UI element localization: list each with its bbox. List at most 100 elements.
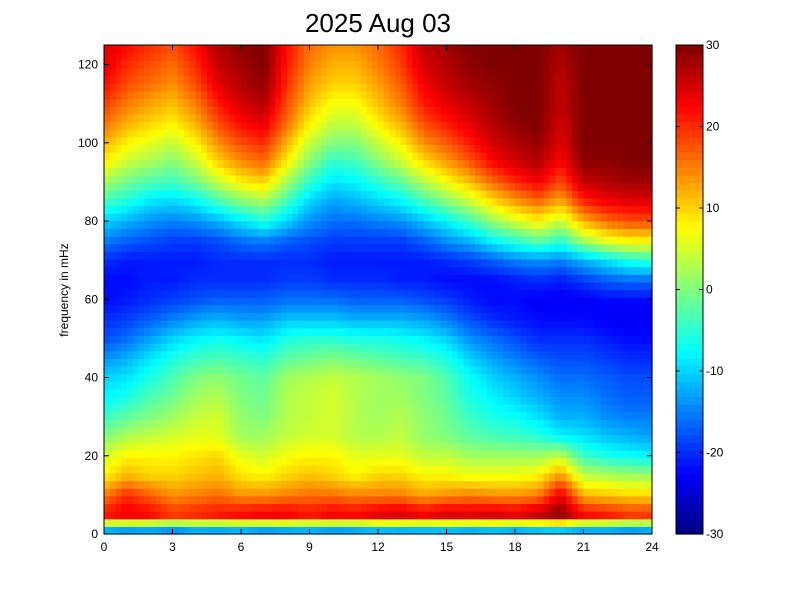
heatmap-cell <box>252 190 259 199</box>
heatmap-cell <box>320 327 328 336</box>
heatmap-cell <box>372 174 379 184</box>
heatmap-cell <box>543 427 550 436</box>
heatmap-cell <box>309 258 316 268</box>
heatmap-cell <box>109 449 117 459</box>
heatmap-cell <box>360 174 368 184</box>
heatmap-cell <box>617 472 625 482</box>
heatmap-cell <box>126 174 134 184</box>
heatmap-cell <box>332 297 339 306</box>
heatmap-cell <box>223 381 231 390</box>
heatmap-cell <box>246 465 254 474</box>
heatmap-cell <box>121 167 128 176</box>
heatmap-cell <box>634 465 642 474</box>
heatmap-cell <box>446 197 453 207</box>
heatmap-cell <box>280 228 288 237</box>
heatmap-cell <box>469 312 476 321</box>
heatmap-cell <box>246 320 254 329</box>
heatmap-cell <box>132 197 139 207</box>
heatmap-cell <box>252 449 259 459</box>
heatmap-cell <box>241 243 248 252</box>
heatmap-cell <box>212 480 219 489</box>
heatmap-cell <box>155 167 162 176</box>
heatmap-cell <box>480 358 488 367</box>
heatmap-cell <box>549 472 556 482</box>
heatmap-cell <box>423 495 430 505</box>
heatmap-cell <box>440 151 448 161</box>
heatmap-cell <box>149 342 156 352</box>
heatmap-cell <box>315 396 322 405</box>
heatmap-cell <box>104 197 111 207</box>
heatmap-cell <box>457 236 465 245</box>
heatmap-cell <box>463 266 470 275</box>
heatmap-cell <box>355 312 362 321</box>
heatmap-cell <box>143 274 151 283</box>
heatmap-cell <box>309 365 316 375</box>
heatmap-cell <box>440 480 448 489</box>
heatmap-cell <box>549 190 556 199</box>
heatmap-cell <box>406 434 413 443</box>
heatmap-cell <box>412 304 419 314</box>
heatmap-cell <box>606 373 613 382</box>
heatmap-cell <box>246 190 254 199</box>
heatmap-cell <box>612 365 619 375</box>
heatmap-cell <box>594 419 602 428</box>
heatmap-cell <box>212 488 219 497</box>
heatmap-cell <box>543 228 550 237</box>
heatmap-cell <box>378 442 385 451</box>
heatmap-cell <box>594 373 602 382</box>
heatmap-cell <box>452 434 459 443</box>
heatmap-cell <box>320 151 328 161</box>
heatmap-cell <box>138 381 145 390</box>
heatmap-cell <box>218 274 225 283</box>
heatmap-cell <box>320 213 328 222</box>
heatmap-cell <box>149 381 156 390</box>
heatmap-cell <box>554 304 562 314</box>
heatmap-cell <box>423 511 430 520</box>
heatmap-cell <box>383 419 391 428</box>
heatmap-cell <box>623 205 630 214</box>
heatmap-cell <box>378 174 385 184</box>
heatmap-cell <box>115 190 122 199</box>
heatmap-cell <box>520 381 528 390</box>
heatmap-cell <box>515 144 522 153</box>
heatmap-cell <box>109 465 117 474</box>
heatmap-cell <box>457 396 465 405</box>
heatmap-cell <box>263 388 271 398</box>
heatmap-cell <box>172 320 179 329</box>
heatmap-cell <box>360 197 368 207</box>
heatmap-cell <box>634 251 642 260</box>
heatmap-cell <box>149 495 156 505</box>
heatmap-cell <box>338 411 345 420</box>
heatmap-cell <box>634 480 642 489</box>
heatmap-cell <box>320 503 328 512</box>
heatmap-cell <box>138 373 145 382</box>
heatmap-cell <box>183 396 191 405</box>
heatmap-cell <box>235 190 242 199</box>
heatmap-cell <box>612 174 619 184</box>
heatmap-cell <box>161 159 168 168</box>
heatmap-cell <box>292 342 299 352</box>
heatmap-cell <box>577 167 585 176</box>
heatmap-cell <box>138 136 145 145</box>
heatmap-cell <box>583 174 590 184</box>
heatmap-cell <box>640 442 647 451</box>
heatmap-cell <box>138 312 145 321</box>
heatmap-cell <box>577 434 585 443</box>
heatmap-cell <box>549 266 556 275</box>
heatmap-cell <box>509 381 516 390</box>
heatmap-cell <box>155 304 162 314</box>
heatmap-cell <box>543 472 550 482</box>
heatmap-cell <box>246 434 254 443</box>
heatmap-cell <box>360 503 368 512</box>
heatmap-cell <box>218 472 225 482</box>
heatmap-cell <box>343 495 351 505</box>
heatmap-cell <box>463 518 470 527</box>
heatmap-cell <box>149 182 156 191</box>
heatmap-cell <box>275 151 282 161</box>
heatmap-cell <box>554 427 562 436</box>
heatmap-cell <box>218 205 225 214</box>
heatmap-cell <box>400 457 408 466</box>
heatmap-cell <box>189 411 196 420</box>
heatmap-cell <box>520 197 528 207</box>
heatmap-cell <box>315 381 322 390</box>
